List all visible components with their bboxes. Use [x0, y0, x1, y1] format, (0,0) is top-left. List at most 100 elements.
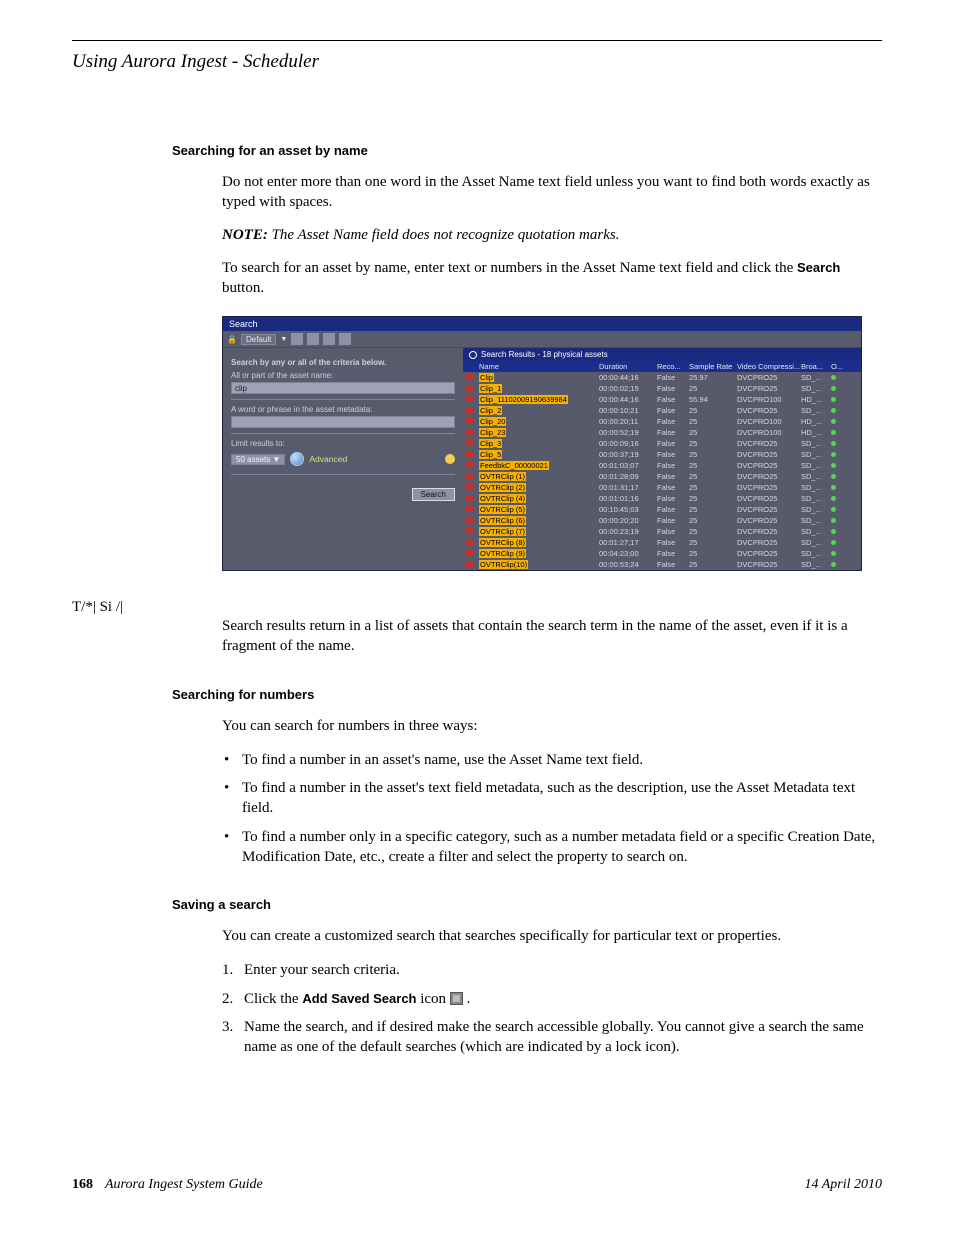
clip-icon — [465, 429, 473, 435]
step-item: 2. Click the Add Saved Search icon . — [222, 989, 882, 1009]
chapter-title: Using Aurora Ingest - Scheduler — [72, 51, 882, 73]
limit-results-select[interactable]: 50 assets ▼ — [231, 454, 285, 465]
cell-broa: SD_... — [801, 472, 831, 481]
col-o[interactable]: O... — [831, 362, 845, 371]
status-dot-icon — [831, 474, 836, 479]
cell-sample-rate: 25 — [689, 527, 737, 536]
table-row[interactable]: OVTRClip (1)00:01:28;09False25DVCPRO25SD… — [463, 471, 861, 482]
cell-duration: 00:00:09;16 — [599, 439, 657, 448]
para: To search for an asset by name, enter te… — [222, 258, 882, 299]
cell-duration: 00:00:20;20 — [599, 516, 657, 525]
page-date: 14 April 2010 — [804, 1177, 882, 1193]
cell-video-compression: DVCPRO25 — [737, 549, 801, 558]
cell-broa: SD_... — [801, 450, 831, 459]
cell-sample-rate: 25 — [689, 417, 737, 426]
cell-video-compression: DVCPRO25 — [737, 560, 801, 569]
results-count: Search Results - 18 physical assets — [481, 350, 608, 359]
list-item: To find a number in the asset's text fie… — [222, 778, 882, 819]
status-dot-icon — [831, 518, 836, 523]
status-dot-icon — [831, 540, 836, 545]
cell-broa: SD_... — [801, 384, 831, 393]
cell-video-compression: DVCPRO25 — [737, 527, 801, 536]
toolbar-icon[interactable] — [339, 333, 351, 345]
cell-name: Clip_1 — [479, 384, 599, 393]
table-row[interactable]: Clip_100:00:02;15False25DVCPRO25SD_... — [463, 383, 861, 394]
status-dot-icon — [831, 452, 836, 457]
cell-reco: False — [657, 406, 689, 415]
table-row[interactable]: Clip_2000:00:20;11False25DVCPRO100HD_... — [463, 416, 861, 427]
cell-name: OVTRClip(10) — [479, 560, 599, 569]
table-row[interactable]: Clip_200:00:10;21False25DVCPRO25SD_... — [463, 405, 861, 416]
guide-title: Aurora Ingest System Guide — [105, 1177, 804, 1193]
cell-broa: SD_... — [801, 527, 831, 536]
clip-icon — [465, 385, 473, 391]
cell-broa: SD_... — [801, 373, 831, 382]
clip-icon — [465, 495, 473, 501]
step-text: . — [463, 991, 471, 1007]
asset-name-label: All or part of the asset name: — [231, 371, 455, 380]
table-row[interactable]: Clip_500:00:37;19False25DVCPRO25SD_... — [463, 449, 861, 460]
status-dot-icon — [831, 441, 836, 446]
table-row[interactable]: Clip_1110200919063998400:00:44;16False55… — [463, 394, 861, 405]
list-item: To find a number only in a specific cate… — [222, 827, 882, 868]
cell-duration: 00:01:28;09 — [599, 472, 657, 481]
col-duration[interactable]: Duration — [599, 362, 657, 371]
table-row[interactable]: Clip_300:00:09;16False25DVCPRO25SD_... — [463, 438, 861, 449]
cell-reco: False — [657, 494, 689, 503]
cell-video-compression: DVCPRO25 — [737, 516, 801, 525]
heading-saving-search: Saving a search — [172, 897, 882, 912]
cell-broa: SD_... — [801, 505, 831, 514]
cell-reco: False — [657, 417, 689, 426]
toolbar-default-badge[interactable]: Default — [241, 334, 276, 345]
heading-search-numbers: Searching for numbers — [172, 687, 882, 702]
col-video-compression[interactable]: Video Compressi... — [737, 362, 801, 371]
col-name[interactable]: Name — [479, 362, 599, 371]
asset-name-input[interactable]: clip — [231, 382, 455, 394]
clip-icon — [465, 418, 473, 424]
cell-broa: HD_... — [801, 428, 831, 437]
table-row[interactable]: OVTRClip (7)00:00:23;19False25DVCPRO25SD… — [463, 526, 861, 537]
cell-broa: SD_... — [801, 439, 831, 448]
status-dot-icon — [831, 496, 836, 501]
clip-icon — [465, 440, 473, 446]
table-row[interactable]: Clip_2300:00:52;19False25DVCPRO100HD_... — [463, 427, 861, 438]
para: You can create a customized search that … — [222, 926, 882, 946]
note-label: NOTE: — [222, 227, 272, 243]
table-row[interactable]: FeedbkC_0000002100:01:03;07False25DVCPRO… — [463, 460, 861, 471]
clip-icon — [465, 561, 473, 567]
ui-label-search: Search — [797, 260, 840, 275]
toolbar-icon[interactable] — [323, 333, 335, 345]
cell-duration: 00:00:53;24 — [599, 560, 657, 569]
table-row[interactable]: OVTRClip (6)00:00:20;20False25DVCPRO25SD… — [463, 515, 861, 526]
col-broa[interactable]: Broa... — [801, 362, 831, 371]
cell-broa: SD_... — [801, 461, 831, 470]
search-criteria-pane: Search by any or all of the criteria bel… — [223, 348, 463, 570]
globe-icon[interactable] — [290, 452, 304, 466]
para: You can search for numbers in three ways… — [222, 716, 882, 736]
toolbar-icon[interactable] — [291, 333, 303, 345]
cell-video-compression: DVCPRO25 — [737, 406, 801, 415]
search-button[interactable]: Search — [412, 488, 455, 501]
text: To search for an asset by name, enter te… — [222, 260, 797, 276]
cell-sample-rate: 55.94 — [689, 395, 737, 404]
cell-name: OVTRClip (5) — [479, 505, 599, 514]
cell-name: Clip_11102009190639984 — [479, 395, 599, 404]
table-row[interactable]: OVTRClip (2)00:01:31;17False25DVCPRO25SD… — [463, 482, 861, 493]
table-row[interactable]: OVTRClip (4)00:01:01;16False25DVCPRO25SD… — [463, 493, 861, 504]
table-row[interactable]: OVTRClip(10)00:00:53;24False25DVCPRO25SD… — [463, 559, 861, 570]
cell-video-compression: DVCPRO25 — [737, 538, 801, 547]
asset-metadata-input[interactable] — [231, 416, 455, 428]
col-reco[interactable]: Reco... — [657, 362, 689, 371]
col-sample-rate[interactable]: Sample Rate — [689, 362, 737, 371]
ui-label-add-saved-search: Add Saved Search — [302, 991, 416, 1006]
table-row[interactable]: OVTRClip (9)00:04:23;00False25DVCPRO25SD… — [463, 548, 861, 559]
toolbar-icon[interactable] — [307, 333, 319, 345]
cell-reco: False — [657, 373, 689, 382]
table-row[interactable]: OVTRClip (8)00:01:27;17False25DVCPRO25SD… — [463, 537, 861, 548]
cell-reco: False — [657, 560, 689, 569]
status-dot-icon — [831, 375, 836, 380]
cell-duration: 00:01:03;07 — [599, 461, 657, 470]
table-row[interactable]: Clip00:00:44;16False25.97DVCPRO25SD_... — [463, 372, 861, 383]
advanced-link[interactable]: Advanced — [309, 454, 347, 464]
table-row[interactable]: OVTRClip (5)00:10:45;03False25DVCPRO25SD… — [463, 504, 861, 515]
